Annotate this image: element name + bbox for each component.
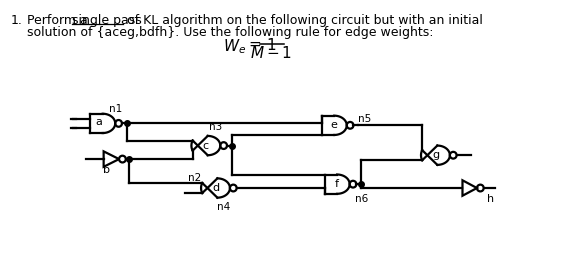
Text: d: d [212, 183, 219, 193]
Text: $\mathit{W}_e$: $\mathit{W}_e$ [223, 38, 246, 56]
Text: n3: n3 [209, 122, 222, 132]
Text: $M-1$: $M-1$ [250, 45, 292, 61]
Text: n5: n5 [358, 114, 372, 124]
Text: e: e [331, 120, 337, 130]
Text: 1.: 1. [11, 14, 23, 27]
Text: =: = [248, 36, 261, 51]
Text: g: g [432, 150, 439, 160]
Text: a: a [96, 117, 102, 127]
Text: single pass: single pass [72, 14, 142, 27]
Text: n2: n2 [188, 173, 201, 183]
Text: c: c [203, 141, 209, 151]
Text: h: h [487, 194, 494, 204]
Text: of KL algorithm on the following circuit but with an initial: of KL algorithm on the following circuit… [123, 14, 483, 27]
Text: n6: n6 [354, 194, 368, 204]
Text: b: b [103, 165, 110, 175]
Text: n4: n4 [217, 202, 230, 211]
Text: f: f [335, 179, 339, 189]
Text: 1: 1 [267, 38, 277, 53]
Text: n1: n1 [109, 104, 122, 114]
Text: Perform a: Perform a [27, 14, 92, 27]
Text: solution of {aceg,bdfh}. Use the following rule for edge weights:: solution of {aceg,bdfh}. Use the followi… [27, 26, 434, 39]
